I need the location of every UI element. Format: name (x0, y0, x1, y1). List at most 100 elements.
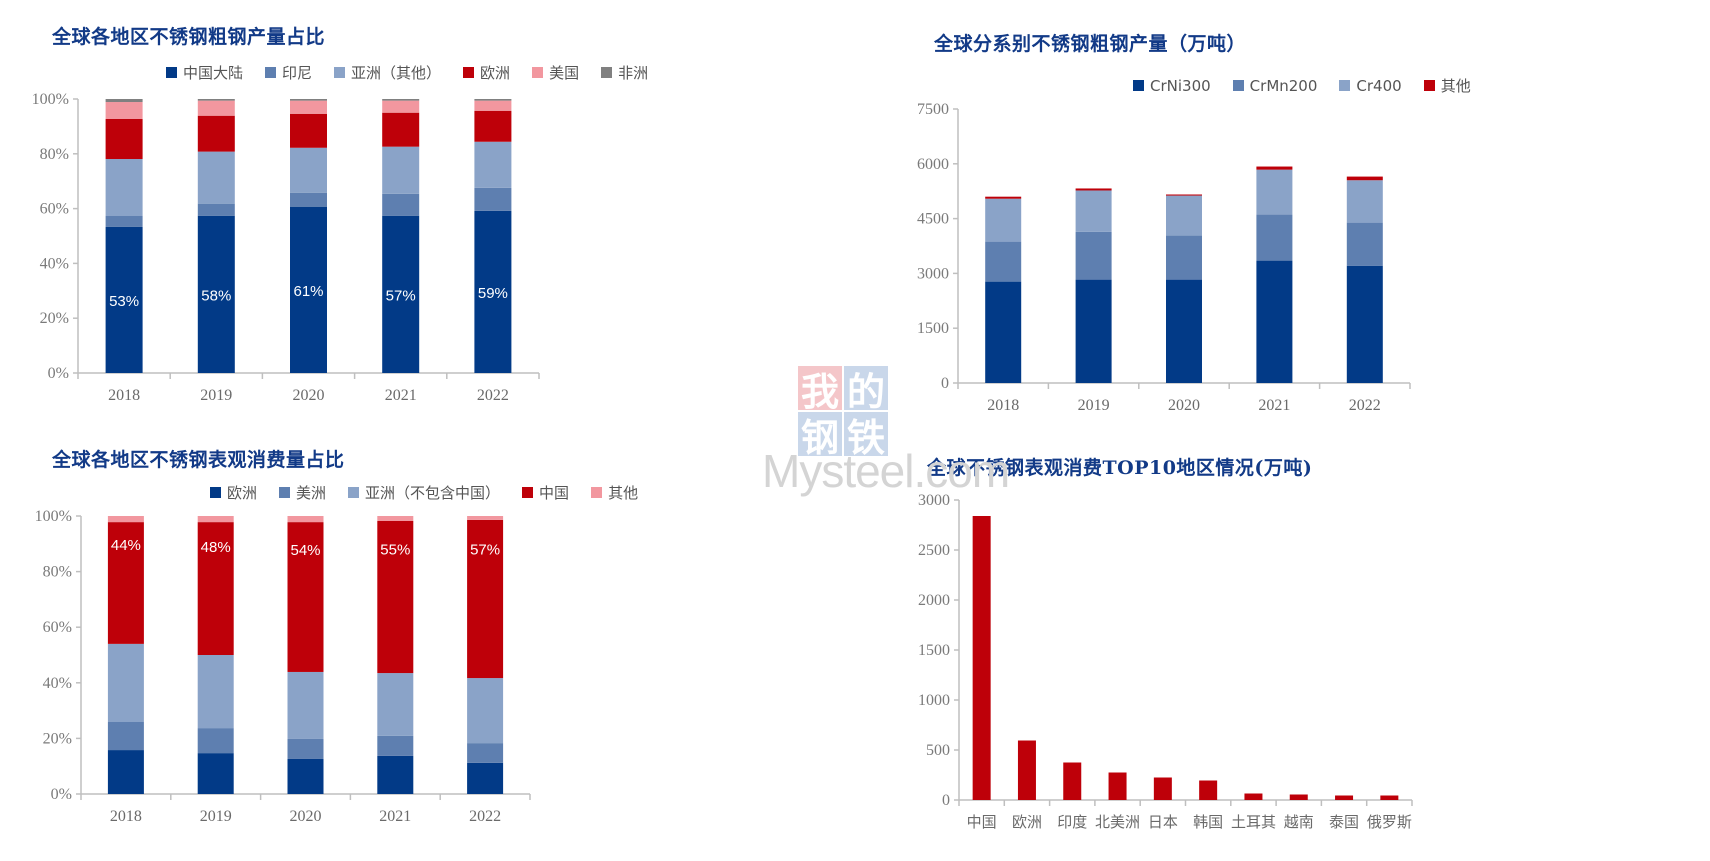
x-tick-label: 2020 (1168, 397, 1200, 414)
chart-legend: 欧洲 美洲 亚洲（不包含中国） 中国 其他 (210, 482, 638, 503)
legend-swatch-icon (348, 487, 360, 498)
bar-segment (1166, 279, 1202, 383)
bar-segment (1256, 169, 1293, 215)
x-tick-label: 2018 (110, 808, 142, 825)
bar-segment (290, 113, 327, 148)
bar-segment (197, 753, 234, 794)
legend-swatch-icon (463, 67, 475, 78)
y-tick-label: 0% (51, 786, 72, 803)
bar (1199, 780, 1218, 800)
bar-segment (105, 226, 143, 373)
x-tick-label: 2018 (987, 397, 1019, 414)
chart-consumption-top10: 全球不锈钢表观消费TOP10地区情况(万吨) 0 500 1000 1500 2000 2… (855, 430, 1710, 861)
bar-segment (107, 750, 144, 794)
y-tick-label: 100% (32, 91, 69, 108)
bar-segment (197, 203, 235, 216)
legend-item: 非洲 (601, 62, 648, 83)
bar-segment (1075, 190, 1112, 232)
legend-swatch-icon (334, 67, 346, 78)
bar-data-label: 57% (470, 541, 500, 558)
legend-label: 欧洲 (480, 64, 511, 82)
y-tick-label: 3000 (917, 265, 949, 282)
x-tick-label: 欧洲 (1012, 813, 1042, 831)
chart-title: 全球各地区不锈钢粗钢产量占比 (52, 26, 326, 48)
legend-item: 其他 (591, 482, 638, 503)
legend-label: CrMn200 (1249, 76, 1318, 95)
bar-data-label: 57% (386, 287, 416, 304)
bar-segment (1256, 214, 1293, 261)
bar-segment (377, 521, 414, 674)
bar-segment (1166, 194, 1202, 196)
bar-segment (1346, 176, 1383, 181)
x-tick-label: 2020 (293, 387, 325, 404)
legend-swatch-icon (279, 487, 291, 498)
bar-segment (197, 115, 235, 152)
bar-segment (197, 99, 235, 101)
chart-production-series: 全球分系别不锈钢粗钢产量（万吨） CrNi300 CrMn200 Cr400 其他 0… (855, 0, 1710, 430)
bar-segment (1166, 195, 1202, 236)
bar (1017, 740, 1036, 800)
y-tick-label: 60% (40, 201, 69, 218)
bar-segment (1075, 279, 1112, 383)
legend-label: 中国大陆 (183, 64, 244, 82)
legend-label: 印尼 (282, 64, 313, 82)
bar-segment (107, 721, 144, 751)
legend-swatch-icon (166, 67, 177, 78)
bar (1335, 795, 1354, 800)
y-tick-label: 0 (941, 375, 949, 392)
y-tick-label: 40% (43, 675, 72, 692)
bar-segment (290, 99, 327, 101)
y-tick-label: 1000 (918, 692, 950, 709)
bar-segment (985, 241, 1022, 282)
legend-item: Cr400 (1339, 77, 1402, 95)
bar-segment (197, 100, 235, 116)
x-tick-label: 韩国 (1193, 813, 1223, 831)
x-tick-label: 2020 (290, 808, 322, 825)
bar-segment (105, 119, 143, 160)
legend-item: 中国 (522, 482, 569, 503)
bar-segment (382, 99, 420, 101)
legend-item: 欧洲 (463, 62, 510, 83)
x-tick-label: 2019 (1078, 397, 1110, 414)
y-tick-label: 0 (942, 792, 950, 809)
x-tick-label: 2018 (108, 387, 140, 404)
y-tick-label: 20% (43, 730, 72, 747)
bar-segment (467, 743, 504, 763)
y-tick-label: 500 (926, 742, 950, 759)
bar-data-label: 58% (201, 287, 231, 304)
legend-item: 亚洲（其他） (334, 62, 441, 83)
x-tick-label: 印度 (1057, 813, 1087, 831)
chart-title: 全球各地区不锈钢表观消费量占比 (52, 449, 345, 471)
bar-segment (105, 159, 143, 216)
bar-segment (985, 281, 1022, 383)
legend-label: 美国 (549, 64, 580, 82)
y-tick-label: 3000 (918, 492, 950, 509)
bar-segment (377, 755, 414, 794)
bar-segment (287, 738, 324, 759)
bar-segment (197, 728, 234, 754)
bar-segment (474, 187, 512, 211)
bar (972, 516, 991, 800)
legend-item: 美国 (532, 62, 579, 83)
legend-label: 非洲 (618, 64, 649, 82)
x-tick-label: 中国 (967, 813, 997, 831)
bar-segment (1346, 265, 1383, 383)
bar-segment (1075, 231, 1112, 280)
bar-segment (474, 110, 512, 142)
bar-segment (290, 147, 327, 193)
bar-segment (467, 678, 504, 744)
y-tick-label: 20% (40, 310, 69, 327)
bar-data-label: 54% (290, 542, 320, 559)
legend-swatch-icon (1232, 80, 1244, 91)
bar-segment (290, 206, 327, 373)
bar-segment (382, 193, 420, 216)
y-tick-label: 80% (40, 146, 69, 163)
bar-segment (107, 522, 144, 644)
bar-segment (382, 146, 420, 194)
bar-segment (985, 196, 1022, 199)
x-tick-label: 泰国 (1329, 813, 1359, 831)
bar-segment (474, 210, 512, 373)
bar-data-label: 61% (293, 283, 323, 300)
bar (1380, 795, 1399, 800)
x-tick-label: 2022 (477, 387, 509, 404)
